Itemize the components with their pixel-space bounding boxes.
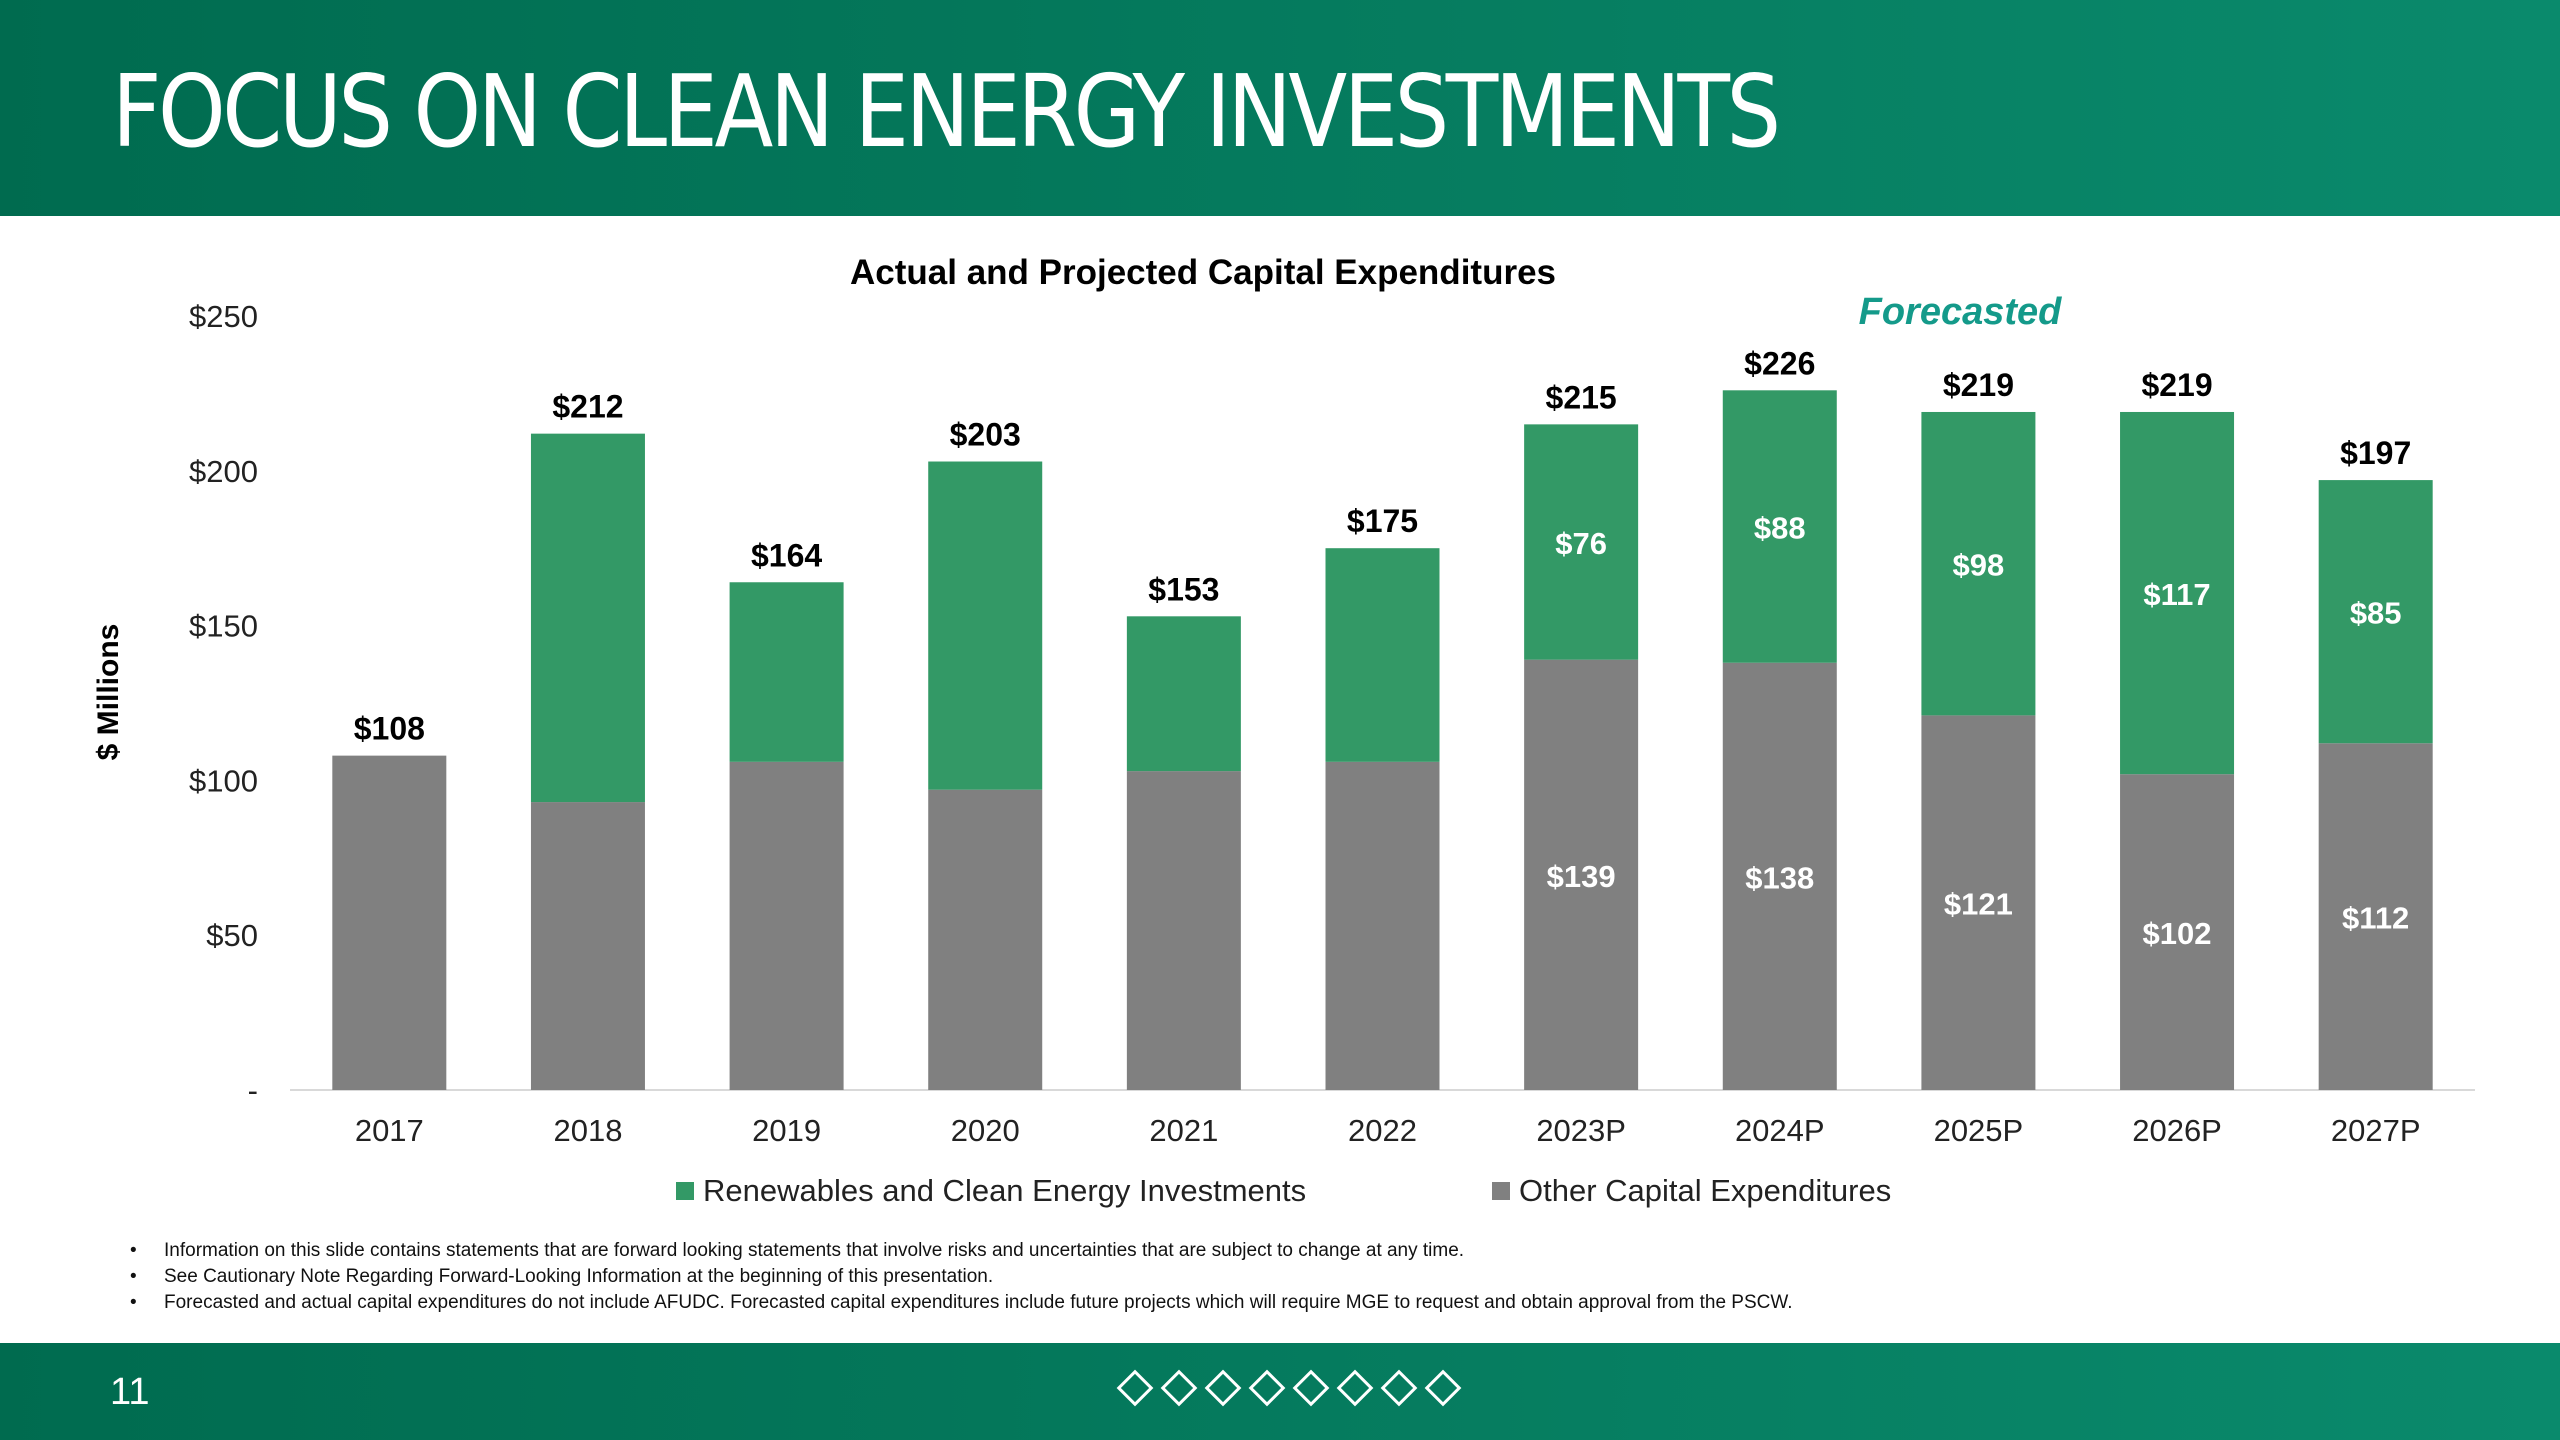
footnote: Information on this slide contains state… (130, 1238, 2430, 1264)
bar-other-capex (1126, 771, 1241, 1090)
data-label-other: $102 (2143, 916, 2212, 951)
bar-renewables (729, 582, 844, 762)
capex-chart: Actual and Projected Capital Expenditure… (92, 253, 2475, 1208)
x-tick-label: 2025P (1934, 1113, 2024, 1148)
y-tick-label: $150 (189, 609, 258, 644)
data-label-total: $153 (1148, 571, 1219, 607)
diamond-icon (1160, 1369, 1198, 1407)
bar-renewables (1921, 411, 2036, 716)
bar-other-capex (1921, 715, 2036, 1090)
legend-swatch (1492, 1182, 1510, 1200)
y-tick-label: $200 (189, 454, 258, 489)
legend-swatch (676, 1182, 694, 1200)
bar-other-capex (729, 761, 844, 1090)
bar-other-capex (1524, 659, 1639, 1090)
x-tick-label: 2022 (1348, 1113, 1417, 1148)
bar-renewables (2318, 480, 2433, 744)
bar-renewables (1126, 616, 1241, 772)
y-tick-label: $250 (189, 299, 258, 334)
bar-other-capex (332, 755, 447, 1090)
data-label-other: $121 (1944, 887, 2013, 922)
diamond-icon (1292, 1369, 1330, 1407)
x-tick-label: 2019 (752, 1113, 821, 1148)
x-tick-label: 2027P (2331, 1113, 2421, 1148)
footer-decoration (1115, 1369, 1463, 1407)
y-tick-label: - (248, 1073, 258, 1108)
data-label-total: $203 (950, 417, 1021, 453)
bar-other-capex (2318, 743, 2433, 1090)
bar-renewables (1325, 548, 1440, 762)
footnote: See Cautionary Note Regarding Forward-Lo… (130, 1264, 2430, 1290)
data-label-renewables: $88 (1754, 511, 1806, 546)
header-bar: FOCUS ON CLEAN ENERGY INVESTMENTS (0, 0, 2560, 216)
data-label-total: $164 (751, 537, 822, 573)
data-label-total: $212 (552, 389, 623, 425)
diamond-icon (1380, 1369, 1418, 1407)
page-number: 11 (110, 1371, 150, 1413)
bar-renewables (1722, 390, 1837, 663)
bar-renewables (928, 461, 1043, 790)
data-label-total: $219 (1943, 367, 2014, 403)
data-label-total: $215 (1546, 379, 1617, 415)
diamond-icon (1116, 1369, 1154, 1407)
footnote: Forecasted and actual capital expenditur… (130, 1290, 2430, 1316)
bar-other-capex (530, 802, 645, 1090)
legend-label: Other Capital Expenditures (1519, 1173, 1891, 1208)
x-tick-label: 2026P (2132, 1113, 2222, 1148)
x-tick-label: 2023P (1536, 1113, 1626, 1148)
slide-title: FOCUS ON CLEAN ENERGY INVESTMENTS (112, 53, 1781, 170)
data-label-renewables: $85 (2350, 596, 2402, 631)
diamond-icon (1424, 1369, 1462, 1407)
bar-renewables (2120, 411, 2235, 775)
bar-renewables (1524, 424, 1639, 660)
data-label-total: $197 (2340, 435, 2411, 471)
data-label-other: $112 (2342, 901, 2409, 936)
chart-title: Actual and Projected Capital Expenditure… (850, 253, 1556, 292)
x-tick-label: 2017 (355, 1113, 424, 1148)
data-label-total: $175 (1347, 503, 1418, 539)
data-label-total: $108 (354, 711, 425, 747)
footer-bar: 11 (0, 1343, 2560, 1440)
bar-other-capex (1722, 662, 1837, 1090)
diamond-icon (1336, 1369, 1374, 1407)
bar-other-capex (2120, 774, 2235, 1090)
data-label-total: $219 (2141, 367, 2212, 403)
data-label-renewables: $98 (1953, 548, 2005, 583)
diamond-icon (1204, 1369, 1242, 1407)
legend-label: Renewables and Clean Energy Investments (703, 1173, 1306, 1208)
bar-other-capex (1325, 761, 1440, 1090)
x-tick-label: 2024P (1735, 1113, 1825, 1148)
y-tick-label: $50 (206, 918, 258, 953)
footnotes: Information on this slide contains state… (130, 1238, 2430, 1316)
bar-renewables (530, 433, 645, 803)
data-label-total: $226 (1744, 345, 1815, 381)
x-tick-label: 2021 (1149, 1113, 1218, 1148)
data-label-renewables: $76 (1555, 526, 1607, 561)
data-label-other: $139 (1547, 859, 1616, 894)
x-tick-label: 2018 (553, 1113, 622, 1148)
diamond-icon (1248, 1369, 1286, 1407)
data-label-other: $138 (1745, 860, 1814, 895)
forecasted-annotation: Forecasted (1859, 291, 2063, 333)
data-label-renewables: $117 (2143, 577, 2210, 612)
bar-other-capex (928, 789, 1043, 1090)
y-axis-label: $ Millions (92, 624, 125, 761)
x-tick-label: 2020 (951, 1113, 1020, 1148)
y-tick-label: $100 (189, 763, 258, 798)
